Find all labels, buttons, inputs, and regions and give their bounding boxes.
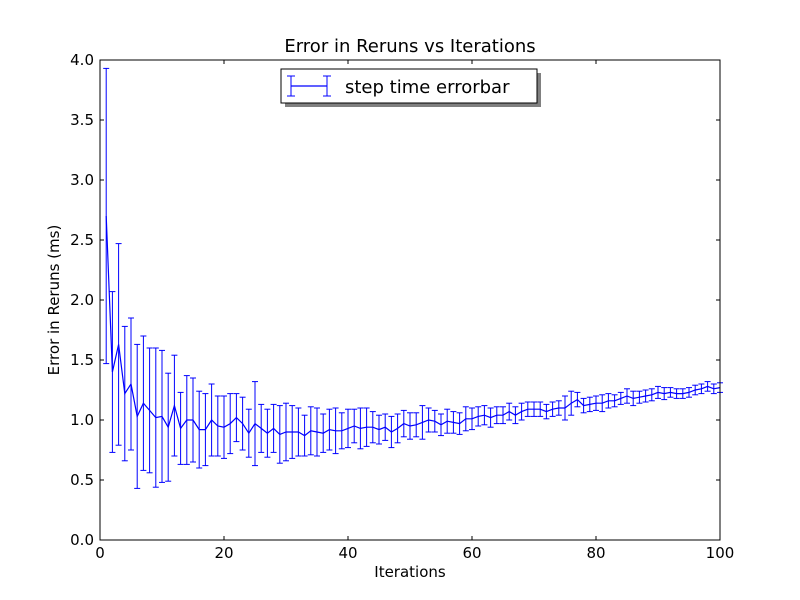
y-tick-label: 3.0 [70,171,94,189]
legend-errorbar-marker [287,75,331,97]
y-tick-label: 1.5 [70,351,94,369]
x-tick-label: 80 [586,544,605,562]
x-tick-label: 100 [706,544,735,562]
y-tick-label: 4.0 [70,51,94,69]
x-axis-label: Iterations [374,563,446,581]
chart-title: Error in Reruns vs Iterations [284,36,535,57]
x-tick-label: 0 [95,544,105,562]
x-tick-label: 40 [338,544,357,562]
y-tick-label: 1.0 [70,411,94,429]
y-tick-label: 0.5 [70,471,94,489]
x-tick-label: 60 [462,544,481,562]
plot-area [100,60,720,540]
y-tick-label: 3.5 [70,111,94,129]
legend-entry-label: step time errorbar [345,77,510,98]
legend: step time errorbar [280,68,541,107]
y-tick-label: 0.0 [70,531,94,549]
x-tick-label: 20 [214,544,233,562]
series-line-step-time [105,215,721,437]
y-tick-labels: 0.0 0.5 1.0 1.5 2.0 2.5 3.0 3.5 4.0 [70,51,94,549]
y-axis-label: Error in Reruns (ms) [45,225,63,376]
x-tick-labels: 0 20 40 60 80 100 [95,544,734,562]
y-tick-label: 2.5 [70,231,94,249]
tick-group [99,59,721,541]
y-tick-label: 2.0 [70,291,94,309]
